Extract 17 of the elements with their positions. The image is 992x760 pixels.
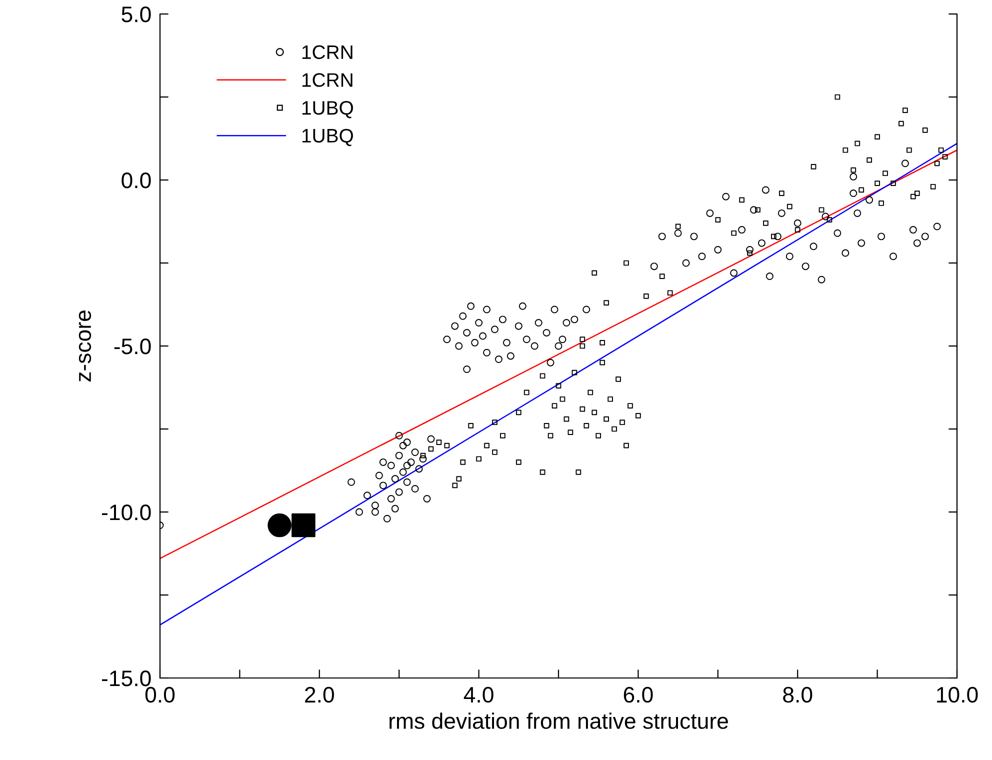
y-tick-label: -10.0 — [102, 504, 151, 520]
y-tick-label: -5.0 — [114, 338, 151, 354]
legend-label: 1UBQ — [302, 128, 353, 146]
x-axis-title: rms deviation from native structure — [390, 712, 728, 729]
y-tick-label: -15.0 — [102, 670, 151, 686]
y-tick-label: 5.0 — [122, 6, 151, 22]
legend-label: 1CRN — [302, 73, 352, 87]
x-tick-label: 10.0 — [937, 686, 978, 703]
x-tick-label: 8.0 — [783, 686, 812, 703]
legend-label: 1UBQ — [302, 100, 353, 118]
x-tick-label: 2.0 — [305, 686, 334, 703]
legend-label: 1CRN — [302, 45, 352, 60]
x-tick-label: 4.0 — [464, 686, 494, 703]
x-tick-label: 6.0 — [624, 686, 653, 703]
y-axis-title: z-score — [78, 310, 92, 382]
x-tick-label: 0.0 — [145, 686, 175, 703]
y-tick-label: 0.0 — [122, 172, 151, 188]
